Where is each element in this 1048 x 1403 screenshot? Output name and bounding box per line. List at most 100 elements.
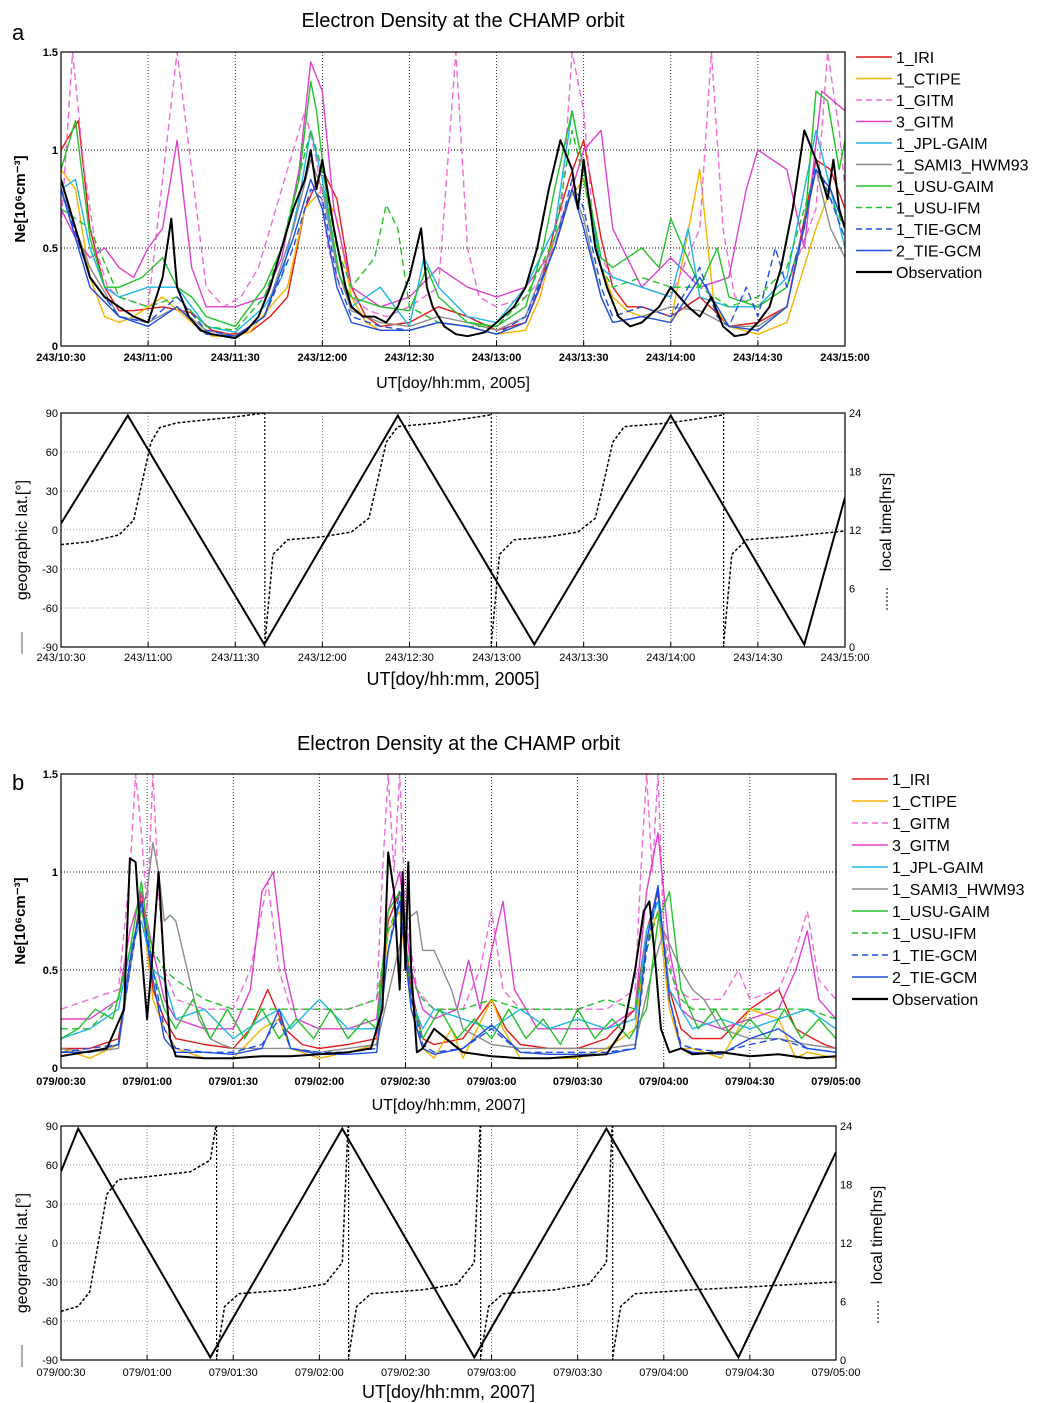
orbit-panel-a: 243/10:30 243/11:00 243/11:30 243/12:00 243/…: [14, 408, 895, 689]
x-tick-label: 079/03:30: [553, 1076, 603, 1088]
panel-letter: b: [12, 770, 24, 795]
x-tick-label: 243/11:30: [211, 652, 259, 664]
y-tick-label-right: 12: [849, 525, 861, 537]
y-tick-label-left: 90: [46, 408, 58, 420]
y-tick-label: 1.5: [43, 769, 58, 781]
legend-label: 1_SAMI3_HWM93: [892, 882, 1025, 899]
series-group: [61, 774, 836, 1060]
x-tick-label: 243/15:00: [821, 652, 870, 664]
legend-label: 1_IRI: [896, 50, 934, 67]
latitude-line: [61, 413, 845, 647]
legend-label: Observation: [892, 992, 978, 1009]
y-axis-label-right: local time[hrs]: [869, 1186, 886, 1285]
x-tick-label: 243/12:30: [385, 352, 435, 364]
y-tick-label: 1: [52, 145, 58, 157]
legend-label: 1_JPL-GAIM: [892, 860, 984, 877]
local-time-line: [479, 1126, 613, 1358]
series-group: [61, 1126, 836, 1360]
x-tick-label: 079/02:30: [381, 1367, 430, 1379]
x-tick-label: 079/00:30: [37, 1367, 86, 1379]
y-tick-label-left: 0: [52, 1238, 58, 1250]
x-tick-label: 079/05:00: [812, 1367, 861, 1379]
legend-label: 1_SAMI3_HWM93: [896, 158, 1029, 175]
y-tick-label-left: 60: [46, 447, 58, 459]
plot-frame: [60, 412, 846, 648]
series-line-1-jpl-gaim: [61, 110, 845, 333]
legend-label: 2_TIE-GCM: [896, 244, 981, 261]
x-tick-label: 243/10:30: [36, 352, 86, 364]
y-tick-label-right: 18: [840, 1180, 852, 1192]
local-time-line: [264, 413, 493, 645]
x-tick-label: 243/11:30: [211, 352, 260, 364]
y-tick-label-right: 24: [849, 408, 861, 420]
series-line-1-sami3-hwm93: [61, 841, 836, 1054]
legend-label: 1_TIE-GCM: [892, 948, 977, 965]
x-tick-label: 243/12:00: [298, 352, 348, 364]
legend-label: 2_TIE-GCM: [892, 970, 977, 987]
series-line-1-usu-gaim: [61, 881, 836, 1046]
x-tick-label: 243/13:00: [472, 652, 521, 664]
x-tick-label: 079/01:30: [208, 1076, 258, 1088]
legend-label: 1_USU-GAIM: [892, 904, 990, 921]
x-tick-label: 079/01:00: [122, 1076, 172, 1088]
y-tick-label-right: 6: [840, 1297, 846, 1309]
y-tick-label: 0: [52, 1063, 58, 1075]
x-tick-label: 243/14:30: [733, 352, 783, 364]
x-tick-label: 079/01:30: [209, 1367, 258, 1379]
legend-label: 1_CTIPE: [892, 794, 957, 811]
x-tick-label: 079/04:30: [725, 1367, 774, 1379]
series-line-1-iri: [61, 890, 836, 1050]
series-line-3-gitm: [61, 832, 836, 1030]
series-line-1-gitm: [61, 52, 845, 318]
series-line-observation: [61, 851, 836, 1060]
series-line-1-usu-ifm: [61, 900, 836, 1030]
y-tick-label-left: 90: [46, 1121, 58, 1133]
x-tick-label: 079/02:00: [295, 1076, 345, 1088]
y-tick-label-right: 6: [849, 584, 855, 596]
orbit-panel-b: 079/00:30 079/01:00 079/01:30 079/02:00 079/…: [14, 1121, 886, 1402]
y-tick-label: 0.5: [43, 243, 58, 255]
series-line-1-gitm: [61, 774, 836, 1010]
x-tick-label: 079/01:00: [123, 1367, 172, 1379]
legend-label: 1_USU-GAIM: [896, 179, 994, 196]
y-tick-label-left: 30: [46, 486, 58, 498]
x-tick-label: 243/13:00: [472, 352, 522, 364]
legend: 1_IRI 1_CTIPE 1_GITM 3_GITM 1_JPL-GAIM 1_SAMI…: [856, 50, 1029, 282]
y-tick-label-left: -30: [42, 1277, 58, 1289]
series-line-observation: [61, 129, 845, 340]
y-tick-label-left: 60: [46, 1160, 58, 1172]
x-tick-label: 079/03:00: [467, 1076, 517, 1088]
x-tick-label: 079/04:00: [639, 1367, 688, 1379]
x-tick-label: 243/15:00: [820, 352, 870, 364]
legend-label: 3_GITM: [896, 115, 954, 132]
x-axis-label: UT[doy/hh:mm, 2005]: [376, 375, 530, 392]
x-tick-label: 079/03:00: [467, 1367, 516, 1379]
chart-title: Electron Density at the CHAMP orbit: [301, 10, 625, 32]
y-tick-label: 1.5: [43, 47, 58, 59]
local-time-line: [215, 1126, 349, 1358]
plot-frame: [60, 51, 846, 347]
series-line-1-tie-gcm: [61, 890, 836, 1054]
y-tick-label: 1: [52, 867, 58, 879]
x-tick-label: 079/02:00: [295, 1367, 344, 1379]
series-line-1-usu-ifm: [61, 129, 845, 331]
y-axis-label-left: geographic lat.[°]: [14, 480, 31, 600]
y-tick-label: 0: [52, 341, 58, 353]
y-axis-label: Ne[10⁶cm⁻³]: [12, 155, 29, 242]
local-time-line: [611, 1281, 836, 1358]
legend: 1_IRI 1_CTIPE 1_GITM 3_GITM 1_JPL-GAIM 1_SAMI…: [852, 772, 1025, 1009]
x-tick-label: 243/14:30: [733, 652, 782, 664]
x-tick-label: 243/12:30: [385, 652, 434, 664]
legend-label: 1_GITM: [896, 93, 954, 110]
x-tick-label: 079/05:00: [811, 1076, 861, 1088]
y-tick-label-left: 0: [52, 525, 58, 537]
local-time-line: [490, 413, 725, 645]
x-axis-label: UT[doy/hh:mm, 2007]: [362, 1382, 535, 1402]
x-tick-label: 243/14:00: [646, 352, 696, 364]
latitude-line: [61, 1126, 836, 1360]
chart-title: Electron Density at the CHAMP orbit: [297, 733, 621, 755]
y-tick-label-left: -30: [42, 564, 58, 576]
x-tick-label: 243/14:00: [646, 652, 695, 664]
legend-label: Observation: [896, 265, 982, 282]
legend-label: 1_IRI: [892, 772, 930, 789]
